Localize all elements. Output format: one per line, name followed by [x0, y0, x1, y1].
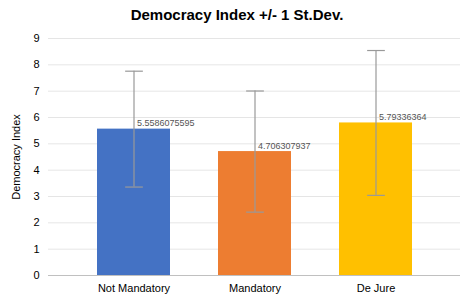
svg-text:6: 6 — [33, 111, 39, 123]
svg-text:3: 3 — [33, 190, 39, 202]
html-text:Democracy Index +/- 1 St.Dev.: Democracy Index +/- 1 St.Dev. — [130, 6, 344, 23]
svg-text:5.5586075595: 5.5586075595 — [137, 118, 195, 128]
svg-text:9: 9 — [33, 32, 39, 44]
svg-text:8: 8 — [33, 58, 39, 70]
svg-text:0: 0 — [33, 269, 39, 281]
svg-text:Mandatory: Mandatory — [229, 282, 281, 294]
svg-text:1: 1 — [33, 243, 39, 255]
svg-text:Democracy Index: Democracy Index — [10, 114, 22, 200]
svg-text:7: 7 — [33, 85, 39, 97]
svg-text:5: 5 — [33, 137, 39, 149]
svg-text:De Jure: De Jure — [357, 282, 396, 294]
svg-text:4.706307937: 4.706307937 — [258, 141, 311, 151]
svg-text:2: 2 — [33, 216, 39, 228]
svg-text:5.79336364: 5.79336364 — [379, 112, 427, 122]
svg-text:Not Mandatory: Not Mandatory — [98, 282, 171, 294]
svg-text:4: 4 — [33, 164, 39, 176]
